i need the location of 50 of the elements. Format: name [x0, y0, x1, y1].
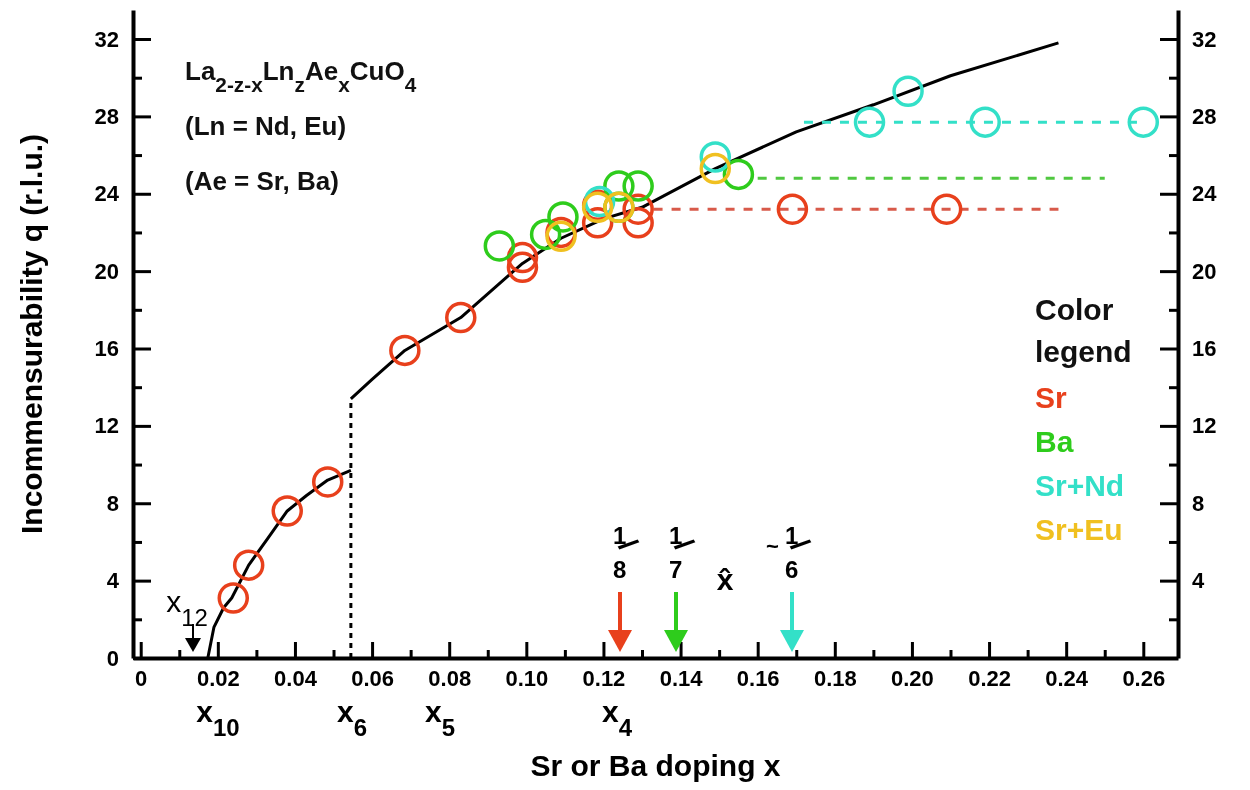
x-tick-label: 0.06: [351, 665, 394, 691]
x-tick-label: 0.16: [736, 665, 780, 691]
y-tick-label: 4: [106, 568, 120, 594]
y-tick-label: 32: [94, 26, 119, 52]
annotation: 1/8: [612, 522, 644, 583]
annotation: ~1/6: [766, 522, 816, 583]
x-tick-label: 0.24: [1045, 665, 1089, 691]
y-tick-label: 20: [94, 258, 119, 284]
text: x$_{5}$: [424, 695, 456, 741]
text: x$_{10}$: [196, 695, 240, 741]
x-axis-title: Sr or Ba doping x: [530, 749, 781, 782]
legend-title: Color legend: [1035, 293, 1132, 368]
text: Sr: [1035, 381, 1068, 414]
y2-tick-label: 8: [1192, 490, 1205, 516]
x-tick-label: 0.14: [659, 665, 704, 691]
annotation: x$_{12}$: [166, 585, 208, 631]
annotation: x̂: [716, 563, 734, 596]
y-tick-label: 28: [94, 103, 119, 129]
x-tick-label: 0.08: [428, 665, 472, 691]
annotation: 1/7: [668, 522, 700, 583]
x-tick-label: 0.18: [813, 665, 857, 691]
y2-tick-label: 32: [1192, 26, 1217, 52]
annotation: (Ln = Nd, Eu): [185, 111, 347, 141]
y-tick-label: 24: [94, 181, 120, 207]
y-tick-label: 0: [106, 645, 119, 671]
text: Sr+Eu: [1035, 513, 1123, 546]
annotation: La$_{2-z-x}$Ln$_{z}$Ae$_{x}$CuO$_{4}$: [185, 56, 417, 96]
x-tick-label: 0.20: [891, 665, 934, 691]
x-tick-label: 0: [135, 665, 148, 691]
x-tick-label: 0.04: [274, 665, 318, 691]
y-axis-title: Incommensurability q (r.l.u.): [15, 133, 48, 535]
x-tick-label: 0.26: [1122, 665, 1166, 691]
y2-tick-label: 24: [1192, 181, 1218, 207]
text: x$_{6}$: [336, 695, 368, 741]
x-tick-label: 0.10: [505, 665, 549, 691]
text: x$_{4}$: [601, 695, 633, 741]
x-tick-label: 0.22: [968, 665, 1011, 691]
text: Sr+Nd: [1035, 469, 1125, 502]
y-tick-label: 12: [94, 413, 119, 439]
y2-tick-label: 16: [1192, 336, 1217, 362]
y-tick-label: 8: [106, 490, 119, 516]
x-tick-label: 0.02: [196, 665, 240, 691]
y2-tick-label: 20: [1192, 258, 1217, 284]
y2-tick-label: 12: [1192, 413, 1217, 439]
y-tick-label: 16: [94, 336, 119, 362]
x-tick-label: 0.12: [582, 665, 626, 691]
text: Ba: [1035, 425, 1074, 458]
y2-tick-label: 4: [1192, 568, 1205, 594]
y2-tick-label: 28: [1192, 103, 1217, 129]
annotation: (Ae = Sr, Ba): [185, 166, 339, 196]
